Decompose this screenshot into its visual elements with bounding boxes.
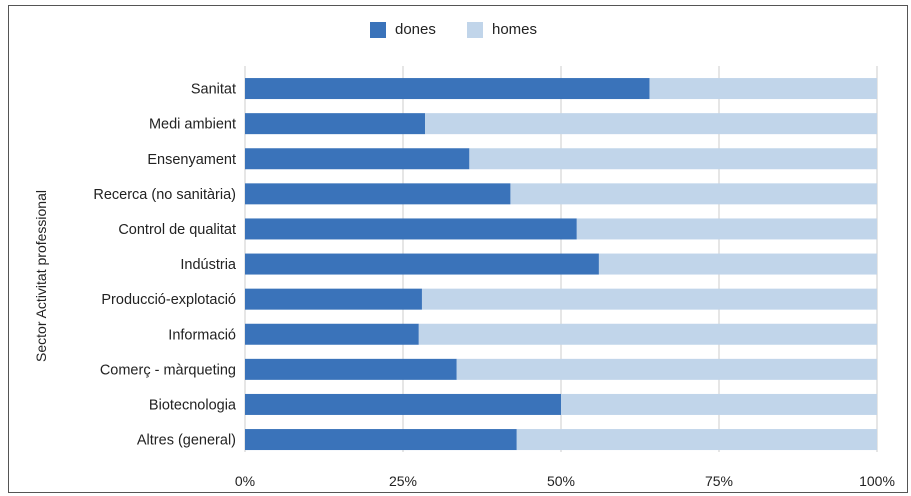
bar-homes [561, 393, 877, 415]
bars [245, 78, 877, 451]
category-label: Ensenyament [147, 152, 236, 168]
category-label: Recerca (no sanitària) [93, 187, 236, 203]
x-tick-labels: 0% 25% 50% 75% 100% [235, 473, 895, 489]
bar-homes [418, 323, 877, 345]
bar-dones [245, 323, 419, 345]
legend-swatch-dones [370, 21, 386, 38]
bar-dones [245, 148, 470, 170]
category-label: Informació [168, 327, 236, 343]
legend-item-dones: dones [370, 21, 436, 38]
category-label: Biotecnologia [149, 397, 237, 413]
category-label: Indústria [180, 257, 237, 273]
bar-homes [649, 78, 877, 100]
legend-label-homes: homes [492, 21, 538, 38]
legend-label-dones: dones [395, 21, 436, 38]
bar-homes [456, 358, 877, 380]
category-label: Medi ambient [149, 117, 236, 133]
bar-homes [510, 183, 877, 205]
bar-dones [245, 183, 511, 205]
category-label: Producció-explotació [101, 292, 236, 308]
x-tick-label: 75% [705, 473, 733, 489]
category-label: Altres (general) [137, 433, 236, 449]
bar-dones [245, 393, 561, 415]
bar-dones [245, 113, 426, 135]
bar-dones [245, 288, 422, 310]
bar-homes [425, 113, 877, 135]
bar-homes [516, 429, 877, 451]
bar-homes [576, 218, 877, 240]
y-axis-title: Sector Activitat professional [33, 190, 49, 362]
bar-dones [245, 358, 457, 380]
chart-legend: dones homes [0, 21, 911, 45]
category-labels: Sanitat Medi ambient Ensenyament Recerca (n… [93, 82, 237, 449]
bar-homes [598, 253, 877, 275]
bar-dones [245, 218, 577, 240]
x-tick-label: 0% [235, 473, 255, 489]
x-tick-label: 100% [859, 473, 895, 489]
x-tick-label: 50% [547, 473, 575, 489]
bar-dones [245, 429, 517, 451]
legend-item-homes: homes [467, 21, 537, 38]
bar-dones [245, 253, 599, 275]
category-label: Sanitat [191, 82, 236, 98]
x-tick-label: 25% [389, 473, 417, 489]
legend-swatch-homes [467, 21, 483, 38]
bar-homes [421, 288, 877, 310]
category-label: Comerç - màrqueting [100, 362, 236, 378]
category-label: Control de qualitat [118, 222, 236, 238]
bar-homes [469, 148, 877, 170]
bar-dones [245, 78, 650, 100]
